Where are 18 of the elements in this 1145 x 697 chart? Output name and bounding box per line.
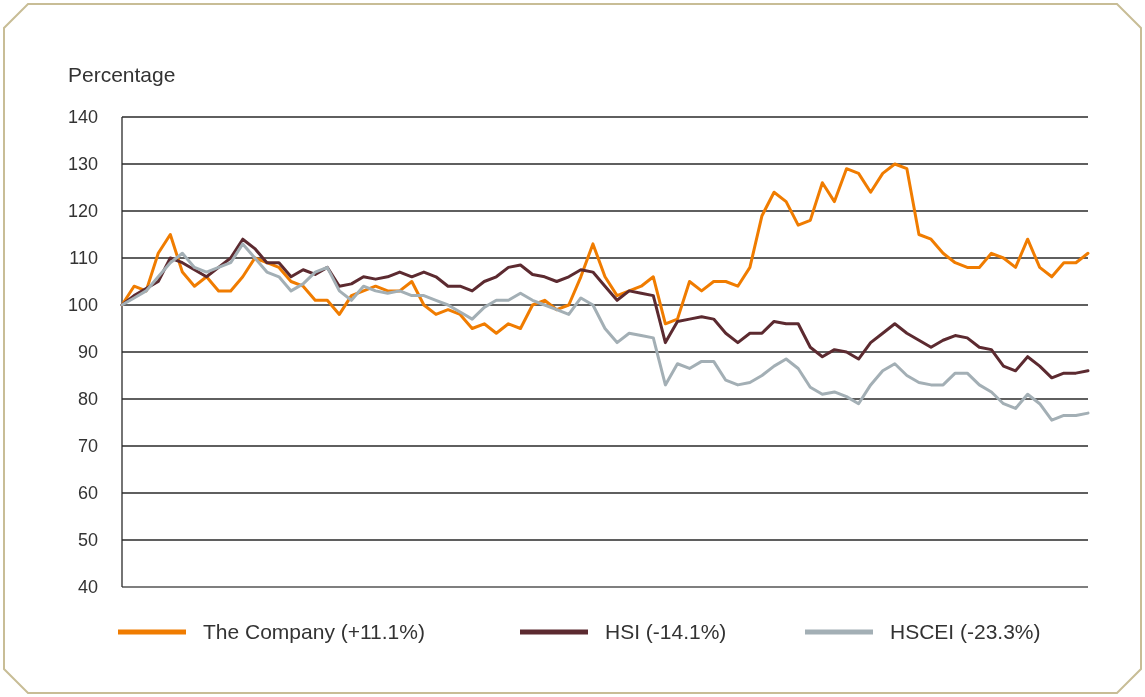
legend-label: HSCEI (-23.3%) bbox=[890, 620, 1041, 644]
y-tick-label: 70 bbox=[77, 436, 98, 457]
legend-label: The Company (+11.1%) bbox=[203, 620, 425, 644]
y-tick-label: 130 bbox=[67, 154, 98, 175]
y-tick-label: 100 bbox=[67, 295, 98, 316]
y-axis-title: Percentage bbox=[68, 63, 176, 86]
legend-label: HSI (-14.1%) bbox=[605, 620, 727, 644]
y-tick-label: 80 bbox=[77, 389, 98, 410]
line-series bbox=[120, 242, 1090, 422]
y-tick-label: 110 bbox=[69, 248, 98, 269]
line-series bbox=[120, 162, 1090, 335]
y-tick-label: 90 bbox=[77, 342, 98, 363]
y-tick-label: 120 bbox=[67, 201, 98, 222]
y-tick-label: 50 bbox=[77, 530, 98, 551]
y-tick-label: 40 bbox=[77, 577, 98, 598]
y-tick-label: 60 bbox=[77, 483, 98, 504]
y-tick-label: 140 bbox=[67, 107, 98, 128]
line-series bbox=[120, 237, 1090, 380]
